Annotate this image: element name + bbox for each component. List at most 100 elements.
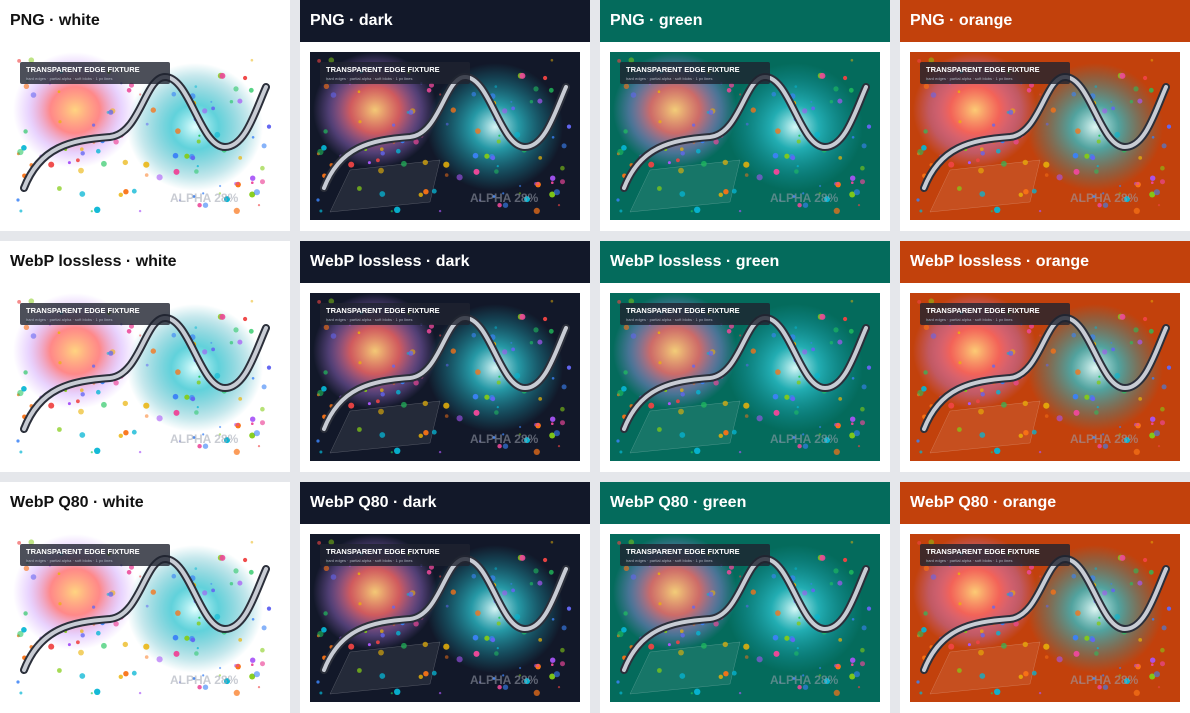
dot bbox=[78, 167, 84, 174]
hatch-area bbox=[629, 641, 741, 695]
dot bbox=[478, 440, 481, 443]
dot bbox=[676, 158, 680, 163]
dot bbox=[771, 332, 777, 338]
dot bbox=[376, 399, 380, 404]
dot bbox=[224, 196, 230, 203]
dot bbox=[194, 85, 198, 88]
dot bbox=[1148, 87, 1154, 93]
dot bbox=[718, 433, 723, 438]
dot bbox=[1119, 184, 1122, 188]
fixture-subtitle: hard edges · partial alpha · soft blobs … bbox=[26, 558, 113, 563]
dot bbox=[392, 364, 396, 368]
dot bbox=[257, 686, 261, 689]
dot bbox=[401, 642, 407, 649]
dot bbox=[392, 123, 396, 127]
dot bbox=[750, 107, 756, 113]
dot bbox=[1023, 189, 1029, 195]
dot bbox=[502, 349, 508, 355]
dot bbox=[194, 651, 199, 656]
alpha-label: ALPHA 28% bbox=[1070, 432, 1139, 446]
dot bbox=[1013, 380, 1019, 386]
dot bbox=[1119, 554, 1126, 561]
dot bbox=[1090, 396, 1096, 402]
dot bbox=[928, 539, 935, 545]
dot bbox=[679, 432, 686, 438]
dot bbox=[1138, 156, 1143, 160]
dot bbox=[772, 152, 779, 159]
dot bbox=[57, 90, 61, 93]
dot bbox=[1148, 569, 1154, 575]
dot bbox=[113, 139, 119, 145]
dot bbox=[551, 377, 555, 380]
dot bbox=[994, 447, 1001, 454]
dot bbox=[219, 72, 226, 79]
dot bbox=[621, 145, 627, 151]
dot bbox=[723, 430, 729, 436]
dot bbox=[775, 369, 781, 375]
dot bbox=[57, 186, 62, 191]
dot bbox=[1160, 165, 1165, 171]
dot bbox=[548, 328, 554, 334]
dot bbox=[173, 650, 180, 657]
dot bbox=[549, 432, 556, 439]
dot bbox=[253, 189, 260, 196]
dot bbox=[1133, 448, 1140, 455]
dot bbox=[861, 143, 867, 149]
dot bbox=[316, 198, 320, 202]
panel-title: PNG · green bbox=[600, 0, 890, 42]
dot bbox=[248, 569, 254, 575]
dot bbox=[266, 124, 272, 129]
dot bbox=[667, 402, 671, 406]
dot bbox=[379, 191, 386, 197]
dot bbox=[502, 108, 508, 114]
dot bbox=[1084, 153, 1090, 159]
dot bbox=[1151, 377, 1155, 380]
dot bbox=[1166, 365, 1172, 370]
dot bbox=[623, 129, 628, 134]
dot bbox=[1078, 440, 1081, 443]
dot bbox=[502, 443, 509, 449]
dot bbox=[431, 188, 437, 194]
dot bbox=[172, 393, 179, 400]
dot bbox=[1044, 173, 1049, 177]
dot bbox=[138, 450, 142, 454]
dot bbox=[30, 574, 37, 580]
dot bbox=[744, 414, 749, 418]
dot bbox=[980, 629, 984, 633]
dot bbox=[802, 443, 809, 449]
dot bbox=[836, 423, 840, 427]
cool-blob bbox=[1027, 63, 1163, 191]
dot bbox=[317, 148, 324, 156]
cool-blob bbox=[127, 63, 263, 191]
dot bbox=[251, 618, 255, 621]
dot bbox=[553, 671, 560, 678]
panel-title: WebP lossless · dark bbox=[300, 241, 590, 283]
dot bbox=[738, 691, 742, 695]
dot bbox=[219, 554, 226, 561]
dot bbox=[1013, 139, 1019, 145]
dot bbox=[194, 410, 199, 415]
dot bbox=[497, 444, 502, 449]
dot bbox=[498, 375, 501, 378]
dot bbox=[1073, 168, 1080, 175]
dot bbox=[619, 209, 623, 213]
dot bbox=[184, 635, 190, 641]
dot bbox=[1153, 430, 1160, 437]
dot bbox=[439, 334, 442, 337]
dot bbox=[810, 100, 813, 103]
dot bbox=[321, 627, 327, 633]
dot bbox=[1096, 406, 1099, 409]
dot bbox=[323, 565, 330, 571]
dot bbox=[623, 565, 630, 571]
dot bbox=[236, 664, 240, 668]
dot bbox=[1084, 394, 1090, 400]
dot bbox=[994, 688, 1001, 695]
dot bbox=[713, 139, 719, 145]
dot bbox=[1118, 192, 1122, 195]
dot bbox=[772, 634, 779, 641]
dot bbox=[1114, 131, 1121, 138]
dot bbox=[367, 161, 371, 165]
dot bbox=[251, 136, 255, 139]
dot bbox=[797, 685, 802, 690]
dot bbox=[1073, 650, 1080, 657]
